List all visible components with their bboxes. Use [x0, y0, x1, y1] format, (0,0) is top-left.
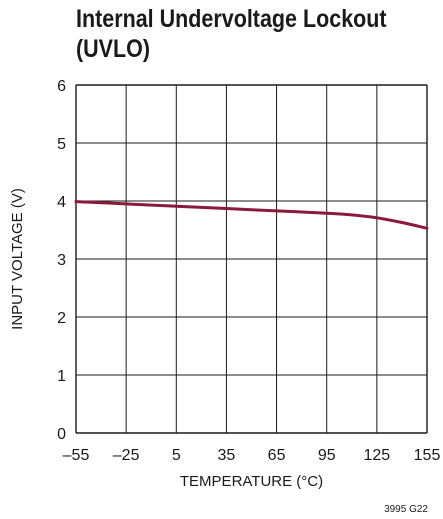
chart-title-line-1: Internal Undervoltage Lockout [76, 5, 387, 33]
x-axis-label: TEMPERATURE (°C) [180, 473, 323, 490]
y-tick-label: 6 [57, 78, 66, 95]
y-tick-label: 3 [57, 252, 66, 269]
figure-id: 3995 G22 [384, 504, 428, 515]
y-tick-labels: 0 1 2 3 4 5 6 [57, 78, 66, 443]
series-line [74, 200, 429, 230]
y-tick-label: 1 [57, 368, 66, 385]
x-tick-label: 125 [364, 447, 391, 464]
y-tick-label: 4 [57, 194, 66, 211]
x-tick-label: 95 [318, 447, 336, 464]
chart-title: Internal Undervoltage Lockout (UVLO) [76, 4, 387, 64]
x-tick-label: 65 [268, 447, 286, 464]
y-tick-label: 0 [57, 426, 66, 443]
grid-lines [75, 84, 428, 434]
x-tick-label: 5 [172, 447, 181, 464]
series-lines [74, 200, 429, 230]
x-tick-label: –25 [113, 447, 140, 464]
x-tick-label: –55 [63, 447, 90, 464]
x-tick-labels: –55 –25 5 35 65 95 125 155 [63, 447, 441, 464]
y-axis-label: INPUT VOLTAGE (V) [9, 188, 26, 330]
x-tick-label: 155 [414, 447, 441, 464]
y-tick-label: 5 [57, 136, 66, 153]
chart-title-line-2: (UVLO) [76, 35, 151, 63]
y-tick-label: 2 [57, 310, 66, 327]
x-tick-label: 35 [218, 447, 236, 464]
